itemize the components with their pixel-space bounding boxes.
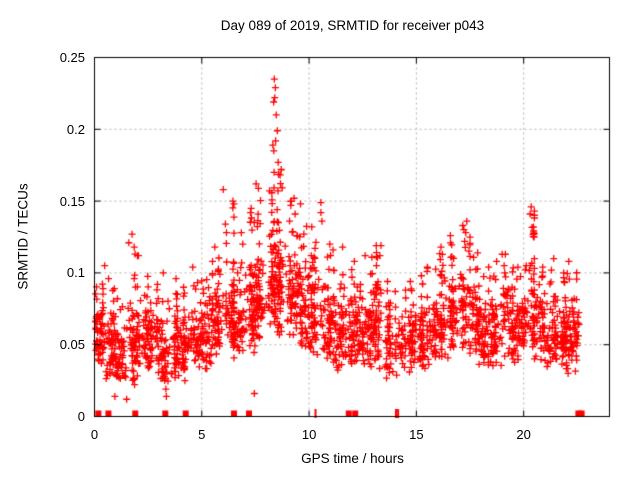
y-tick-label: 0.2	[66, 121, 85, 137]
x-tick-label: 5	[198, 427, 206, 442]
y-tick-label: 0.15	[59, 193, 85, 209]
y-tick-label: 0.25	[59, 50, 85, 65]
x-tick-label: 0	[90, 427, 99, 442]
y-tick-label: 0.1	[66, 265, 85, 281]
x-axis-label: GPS time / hours	[301, 451, 404, 466]
x-tick-label: 20	[516, 427, 531, 442]
y-tick-label: 0	[77, 409, 85, 424]
x-tick-label: 15	[409, 427, 424, 442]
chart-title: Day 089 of 2019, SRMTID for receiver p04…	[220, 18, 485, 33]
y-axis-label: SRMTID / TECUs	[15, 183, 31, 290]
y-tick-label: 0.05	[59, 337, 85, 353]
x-tick-label: 10	[301, 427, 317, 442]
